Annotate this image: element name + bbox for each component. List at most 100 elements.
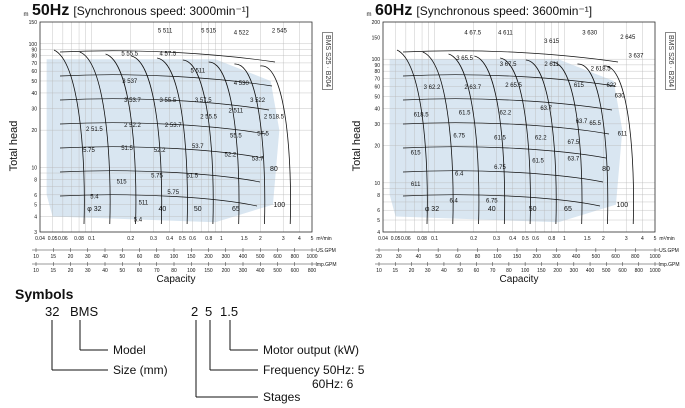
pump-model-label: 3 537 — [122, 79, 138, 85]
x-tick-label: 2 — [259, 236, 262, 242]
bore-size-label: 100 — [274, 202, 286, 209]
impgpm-tick-label: 30 — [85, 268, 91, 274]
x-tick-label: 1 — [563, 236, 566, 242]
usgpm-tick-label: 30 — [396, 254, 402, 260]
x-tick-label: 1.5 — [241, 236, 248, 242]
pump-curve-line — [234, 63, 266, 225]
pump-model-label: 3 522 — [250, 98, 266, 104]
pump-model-label: 6.4 — [450, 199, 459, 205]
pump-curve-line — [551, 61, 583, 225]
x-tick-label: 0.1 — [431, 236, 438, 242]
usgpm-unit-label: US.GPM — [316, 248, 336, 254]
x-tick-label: 1 — [220, 236, 223, 242]
pump-model-label: 2 645 — [620, 35, 636, 41]
y-tick-label: 30 — [374, 122, 380, 128]
bore-size-label: 65 — [564, 206, 572, 213]
usgpm-tick-label: 200 — [204, 254, 213, 260]
pump-curve-line — [422, 51, 454, 225]
y-tick-label: 50 — [31, 79, 37, 85]
pump-model-label: 61.5 — [532, 159, 544, 165]
y-tick-label: 6 — [34, 193, 37, 199]
y-tick-label: 6 — [377, 208, 380, 214]
x-tick-label: 0.2 — [470, 236, 477, 242]
usgpm-tick-label: 60 — [455, 254, 461, 260]
usgpm-tick-label: 10 — [33, 254, 39, 260]
x-tick-label: 0.06 — [58, 236, 68, 242]
impgpm-tick-label: 20 — [68, 268, 74, 274]
impgpm-tick-label: 100 — [521, 268, 530, 274]
pump-model-label: 55.5 — [230, 134, 242, 140]
x-tick-label: 4 — [298, 236, 301, 242]
symbol-desc-motor: Motor output (kW) — [263, 343, 360, 357]
pump-curve-line — [131, 55, 163, 225]
y-tick-label: 50 — [374, 94, 380, 100]
usgpm-tick-label: 200 — [533, 254, 542, 260]
impgpm-tick-label: 10 — [33, 268, 39, 274]
y-tick-label: 70 — [374, 76, 380, 82]
impgpm-tick-label: 200 — [222, 268, 231, 274]
y-tick-label: 20 — [374, 144, 380, 150]
pump-model-label: 2 65.5 — [505, 83, 522, 89]
impgpm-tick-label: 100 — [187, 268, 196, 274]
symbol-desc-frequency-60: 60Hz: 6 — [312, 377, 354, 391]
chart-60hz-subtitle: [Synchronous speed: 3600min⁻¹] — [416, 4, 593, 18]
pump-model-label: 3 57.5 — [195, 98, 212, 104]
usgpm-tick-label: 500 — [592, 254, 601, 260]
pump-model-label: 63.7 — [576, 119, 588, 125]
x-tick-label: 0.5 — [179, 236, 186, 242]
pump-model-label: 4 530 — [234, 81, 250, 87]
pump-model-label: 615 — [574, 83, 585, 89]
y-tick-label: 90 — [31, 47, 37, 53]
chart-50hz-series-note: BMS S25 · B204 — [322, 32, 333, 91]
pump-model-label: 62.2 — [500, 110, 512, 116]
pump-curve-line — [396, 49, 428, 225]
usgpm-tick-label: 400 — [239, 254, 248, 260]
usgpm-tick-label: 80 — [154, 254, 160, 260]
bore-size-label: 50 — [529, 206, 537, 213]
pump-model-label: 615 — [411, 150, 422, 156]
symbol-code-size: 32 — [45, 304, 60, 319]
bore-size-label: 100 — [617, 202, 629, 209]
y-tick-label: 100 — [372, 57, 381, 63]
pump-model-label: 511 — [139, 201, 149, 207]
x-tick-label: 0.1 — [88, 236, 95, 242]
pump-model-label: 2 618.5 — [591, 66, 612, 72]
pump-model-label: 5 511 — [158, 29, 173, 35]
pump-model-label: 5.75 — [167, 190, 179, 196]
usgpm-tick-label: 40 — [416, 254, 422, 260]
pump-model-label: 630 — [615, 94, 626, 100]
pump-model-label: 2 511 — [229, 108, 244, 114]
pump-model-label: 52.2 — [225, 152, 237, 158]
pump-model-label: 3 62.2 — [424, 85, 441, 91]
impgpm-tick-label: 800 — [308, 268, 317, 274]
impgpm-tick-label: 500 — [273, 268, 282, 274]
y-tick-label: 20 — [31, 128, 37, 134]
usgpm-tick-label: 600 — [273, 254, 282, 260]
pump-model-label: 622 — [606, 83, 617, 89]
impgpm-tick-label: 40 — [441, 268, 447, 274]
usgpm-tick-label: 50 — [119, 254, 125, 260]
pump-model-label: 611 — [411, 182, 421, 188]
y-tick-label: 3 — [34, 230, 37, 236]
pump-model-label: 61.5 — [494, 136, 506, 142]
pump-model-label: 51.5 — [121, 146, 133, 152]
usgpm-tick-label: 30 — [85, 254, 91, 260]
usgpm-tick-label: 15 — [50, 254, 56, 260]
bore-size-label: φ 32 — [425, 206, 439, 213]
impgpm-tick-label: 15 — [50, 268, 56, 274]
pump-curve-line — [79, 51, 111, 225]
impgpm-tick-label: 40 — [102, 268, 108, 274]
impgpm-tick-label: 400 — [256, 268, 265, 274]
chart-60hz: 60Hz [Synchronous speed: 3600min⁻¹] Total… — [343, 0, 683, 290]
pump-model-label: 63.7 — [540, 106, 552, 112]
pump-model-label: 2 611 — [544, 62, 559, 68]
impgpm-tick-label: 70 — [154, 268, 160, 274]
x-tick-label: 0.6 — [189, 236, 196, 242]
x-tick-label: 0.3 — [493, 236, 500, 242]
stage-curve-line — [59, 50, 276, 63]
y-tick-label: 5 — [377, 218, 380, 224]
impgpm-tick-label: 60 — [474, 268, 480, 274]
impgpm-tick-label: 600 — [618, 268, 627, 274]
x-tick-label: 0.4 — [509, 236, 516, 242]
impgpm-tick-label: 600 — [291, 268, 300, 274]
